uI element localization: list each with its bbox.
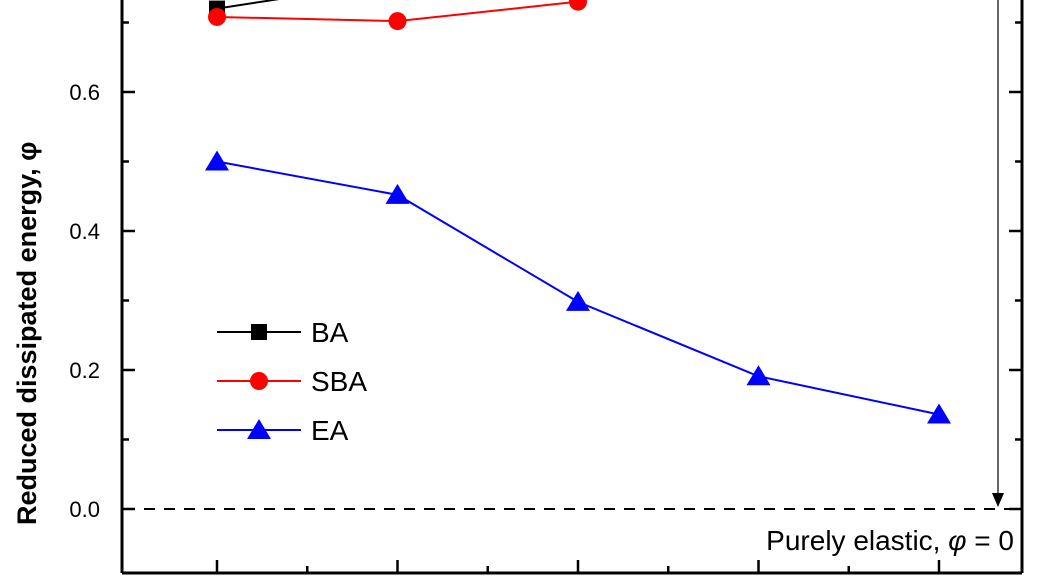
ea-data-point [566, 290, 590, 311]
sba-data-point [208, 7, 226, 26]
legend-sba-label: SBA [311, 366, 367, 397]
annotation-phi-symbol: φ [948, 525, 966, 556]
ea-data-point [385, 183, 410, 204]
annotation-prefix: Purely elastic, [766, 525, 948, 556]
legend-ea-label: EA [311, 415, 349, 446]
ea-data-point [746, 365, 771, 386]
legend-sba-marker [250, 372, 268, 390]
x-axis [215, 560, 941, 573]
legend-ba-label: BA [311, 317, 349, 348]
y-axis: 0.0 0.2 0.4 0.6 [69, 21, 1022, 522]
y-tick-label: 0.2 [69, 358, 100, 383]
sba-data-point [569, 0, 587, 11]
y-tick-label: 0.0 [69, 497, 100, 522]
purely-elastic-annotation: Purely elastic, φ = 0 [766, 525, 1014, 556]
legend-ba-marker [251, 324, 267, 340]
series-layer [205, 0, 951, 424]
annotation-suffix: = 0 [967, 525, 1014, 556]
y-tick-label: 0.4 [69, 219, 100, 244]
annotation-arrow-head [992, 493, 1004, 507]
sba-data-point [388, 12, 407, 31]
ea-data-point [927, 403, 951, 424]
y-tick-label: 0.6 [69, 80, 100, 105]
ea-data-point [205, 150, 229, 171]
y-axis-title: Reduced dissipated energy, φ [12, 142, 42, 525]
legend-ea-marker [247, 419, 271, 439]
legend: BA SBA EA [217, 317, 367, 446]
